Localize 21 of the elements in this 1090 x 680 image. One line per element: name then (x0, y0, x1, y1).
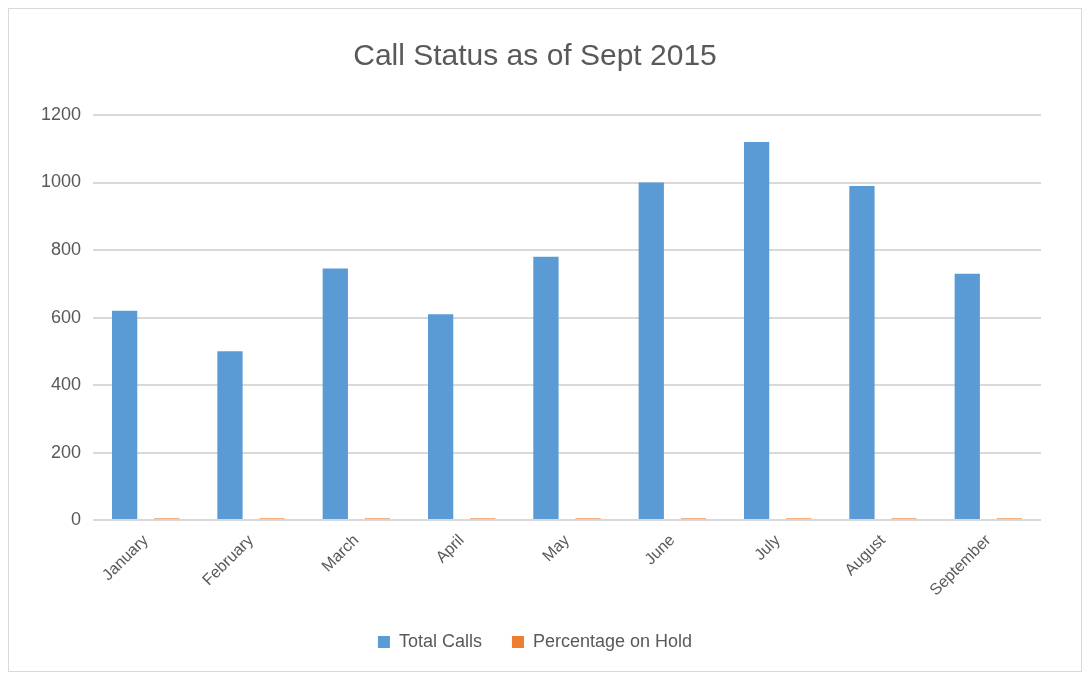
x-tick-label: July (750, 531, 783, 564)
bar (112, 310, 138, 520)
y-tick-label: 800 (51, 239, 82, 259)
bar (743, 142, 770, 520)
bar (954, 273, 980, 520)
y-tick-label: 600 (51, 306, 82, 327)
y-tick-label: 0 (71, 509, 82, 530)
bar (849, 185, 875, 520)
bar (427, 314, 454, 520)
bar (217, 351, 243, 520)
bar (322, 268, 348, 520)
x-tick-label: May (538, 531, 573, 565)
chart-title: Call Status as of Sept 2015 (353, 38, 717, 72)
y-tick-label: 1200 (41, 103, 82, 124)
legend-label: Percentage on Hold (532, 630, 693, 651)
bar (533, 256, 559, 520)
y-tick-label: 400 (51, 374, 82, 395)
bar (638, 182, 664, 520)
y-tick-label: 200 (51, 441, 82, 462)
legend-label: Total Calls (398, 630, 482, 651)
y-tick-label: 1000 (41, 171, 82, 192)
